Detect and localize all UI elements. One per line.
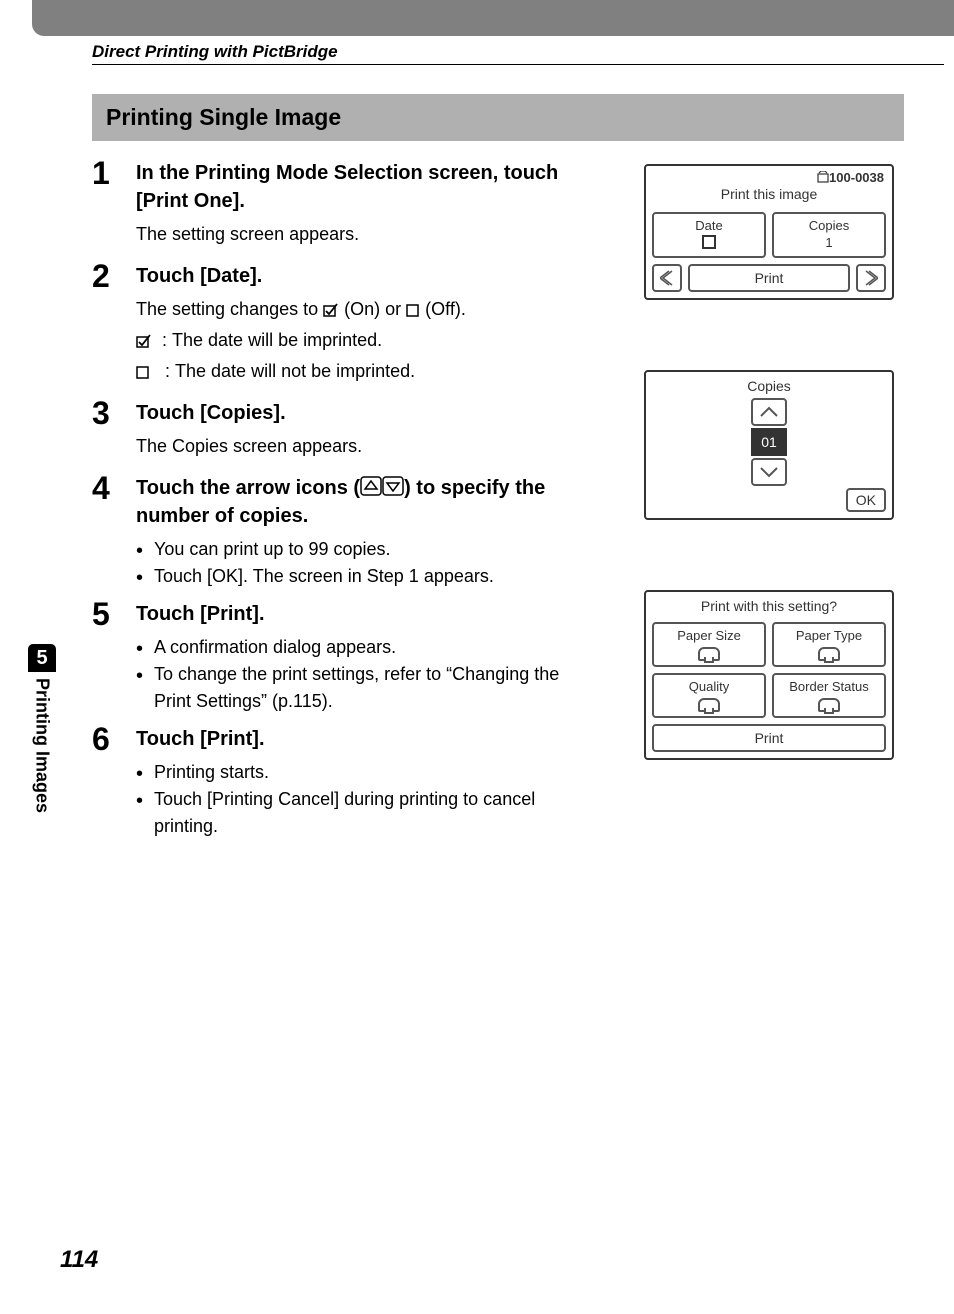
step-heading: Touch [Date]. xyxy=(136,262,576,290)
chapter-tab: 5 Printing Images xyxy=(28,644,56,813)
chapter-label: Printing Images xyxy=(32,672,53,813)
arrow-down-box-icon xyxy=(382,476,404,496)
step-heading: In the Printing Mode Selection screen, t… xyxy=(136,159,576,215)
bullet: Touch [OK]. The screen in Step 1 appears… xyxy=(136,563,576,590)
copies-value: 1 xyxy=(776,235,882,250)
section-title: Printing Single Image xyxy=(92,94,904,141)
screen-copies: Copies 01 OK xyxy=(644,370,894,520)
image-number: 100-0038 xyxy=(817,170,884,185)
border-status-button[interactable]: Border Status xyxy=(772,673,886,718)
step-heading: Touch the arrow icons () to specify the … xyxy=(136,474,576,530)
date-button[interactable]: Date xyxy=(652,212,766,258)
legend-text: The date will not be imprinted. xyxy=(175,361,415,381)
screen-print-this-image: 100-0038 Print this image Date Copies 1 … xyxy=(644,164,894,300)
printer-icon xyxy=(698,647,720,661)
printer-icon xyxy=(818,698,840,712)
increment-button[interactable] xyxy=(751,398,787,426)
arrow-up-box-icon xyxy=(360,476,382,496)
step-number: 3 xyxy=(92,397,136,429)
bullet: Printing starts. xyxy=(136,759,576,786)
checkbox-checked-icon xyxy=(136,334,152,348)
quality-label: Quality xyxy=(656,679,762,694)
quality-button[interactable]: Quality xyxy=(652,673,766,718)
chevron-down-icon xyxy=(759,465,779,479)
date-label: Date xyxy=(656,218,762,233)
step-number: 2 xyxy=(92,260,136,292)
divider xyxy=(92,64,944,65)
print-button[interactable]: Print xyxy=(688,264,850,292)
step-number: 6 xyxy=(92,723,136,755)
prev-button[interactable] xyxy=(652,264,682,292)
screen-title: Copies xyxy=(747,378,791,394)
checkbox-empty-icon xyxy=(406,303,420,317)
print-button[interactable]: Print xyxy=(652,724,886,752)
step-text: The setting screen appears. xyxy=(136,221,576,248)
screen-print-settings: Print with this setting? Paper Size Pape… xyxy=(644,590,894,760)
next-button[interactable] xyxy=(856,264,886,292)
printer-icon xyxy=(818,647,840,661)
ok-button[interactable]: OK xyxy=(846,488,886,512)
step-heading: Touch [Print]. xyxy=(136,600,576,628)
checkbox-checked-icon xyxy=(323,303,339,317)
screen-title: Print this image xyxy=(650,186,888,202)
heading-part: Touch the arrow icons ( xyxy=(136,477,360,499)
chevron-up-icon xyxy=(759,405,779,419)
paper-type-label: Paper Type xyxy=(776,628,882,643)
step-number: 1 xyxy=(92,157,136,189)
copies-button[interactable]: Copies 1 xyxy=(772,212,886,258)
paper-type-button[interactable]: Paper Type xyxy=(772,622,886,667)
step-number: 4 xyxy=(92,472,136,504)
copies-value: 01 xyxy=(751,428,787,456)
border-status-label: Border Status xyxy=(776,679,882,694)
legend-row: : The date will not be imprinted. xyxy=(136,358,576,385)
step-text: The Copies screen appears. xyxy=(136,433,576,460)
step-heading: Touch [Print]. xyxy=(136,725,576,753)
printer-icon xyxy=(698,698,720,712)
bullet: A confirmation dialog appears. xyxy=(136,634,576,661)
bullet: You can print up to 99 copies. xyxy=(136,536,576,563)
chevron-right-icon xyxy=(864,270,878,286)
copies-label: Copies xyxy=(776,218,882,233)
legend-text: The date will be imprinted. xyxy=(172,330,382,350)
text-part: The setting changes to xyxy=(136,299,323,319)
chevron-left-icon xyxy=(660,270,674,286)
text-part: (Off). xyxy=(425,299,466,319)
screen-title: Print with this setting? xyxy=(646,592,892,622)
breadcrumb: Direct Printing with PictBridge xyxy=(92,42,338,62)
bullet: Touch [Printing Cancel] during printing … xyxy=(136,786,576,840)
chapter-number: 5 xyxy=(28,644,56,672)
image-number-text: 100-0038 xyxy=(829,170,884,185)
topbar xyxy=(32,0,954,36)
paper-size-label: Paper Size xyxy=(656,628,762,643)
page-number: 114 xyxy=(60,1246,98,1274)
paper-size-button[interactable]: Paper Size xyxy=(652,622,766,667)
step-text: The setting changes to (On) or (Off). xyxy=(136,296,576,323)
device-screens: 100-0038 Print this image Date Copies 1 … xyxy=(644,164,894,760)
legend-row: : The date will be imprinted. xyxy=(136,327,576,354)
step-number: 5 xyxy=(92,598,136,630)
bullet: To change the print settings, refer to “… xyxy=(136,661,576,715)
step-heading: Touch [Copies]. xyxy=(136,399,576,427)
checkbox-empty-icon xyxy=(136,365,150,379)
text-part: (On) or xyxy=(344,299,406,319)
checkbox-empty-icon xyxy=(702,235,716,249)
decrement-button[interactable] xyxy=(751,458,787,486)
